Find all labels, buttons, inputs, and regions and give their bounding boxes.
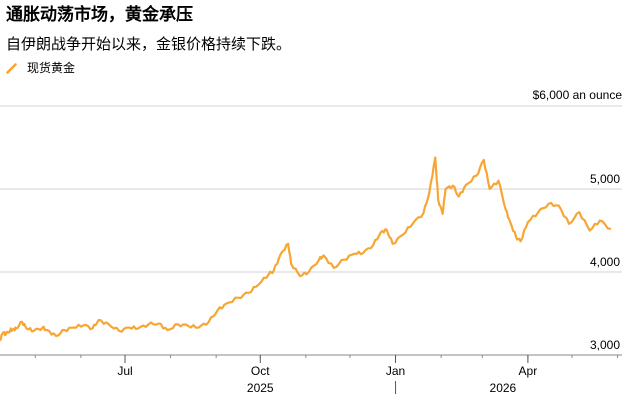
year-label-2026: 2026 <box>490 381 517 395</box>
x-tick-label-Oct: Oct <box>251 364 270 378</box>
chart-title: 通胀动荡市场，黄金承压 <box>6 5 193 25</box>
grid-lines: 3,000 4,000 5,000 <box>0 105 622 356</box>
x-tick-label-Jan: Jan <box>386 364 405 378</box>
legend: 现货黄金 <box>6 60 75 76</box>
y-tick-label-4000: 4,000 <box>590 255 620 269</box>
legend-entry-spot-gold: 现货黄金 <box>27 61 76 75</box>
legend-swatch-icon <box>6 62 17 74</box>
x-tick-label-Apr: Apr <box>519 364 538 378</box>
chart-subtitle: 自伊朗战争开始以来，金银价格持续下跌。 <box>6 35 292 53</box>
series-layer <box>0 156 612 342</box>
year-label-2025: 2025 <box>247 381 274 395</box>
y-axis-unit-label: $6,000 an ounce <box>532 88 622 102</box>
x-axis: Jul Oct Jan Apr 2025 2026 <box>0 354 622 395</box>
x-tick-label-Jul: Jul <box>117 364 132 378</box>
y-tick-label-5000: 5,000 <box>590 172 620 186</box>
series-line-spot-gold <box>0 156 612 342</box>
y-tick-label-3000: 3,000 <box>590 338 620 352</box>
